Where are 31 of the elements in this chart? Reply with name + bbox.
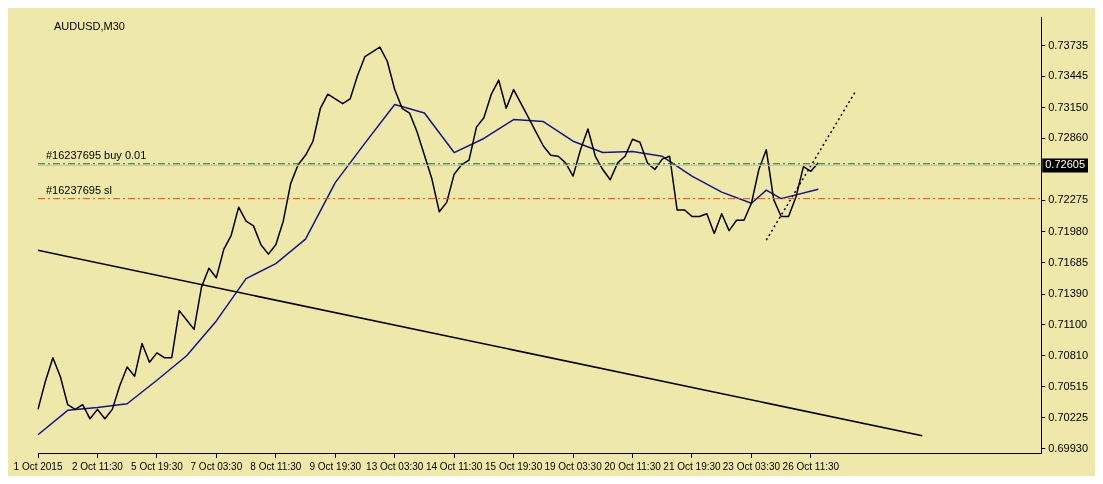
x-tick-label: 20 Oct 11:30 xyxy=(604,460,662,472)
y-tick-label: 0.71100 xyxy=(1048,317,1088,330)
x-tick-label: 7 Oct 03:30 xyxy=(190,460,243,472)
x-tick-label: 23 Oct 03:30 xyxy=(722,460,781,472)
x-tick-label: 26 Oct 11:30 xyxy=(782,460,840,472)
y-tick-label: 0.73150 xyxy=(1048,100,1088,113)
chart-title: AUDUSD,M30 xyxy=(54,20,125,33)
x-tick-label: 1 Oct 2015 xyxy=(13,460,63,472)
y-tick-label: 0.70810 xyxy=(1048,348,1088,361)
y-tick-label: 0.72860 xyxy=(1048,131,1088,144)
y-tick-label: 0.73445 xyxy=(1048,69,1088,82)
y-tick-label: 0.70515 xyxy=(1048,379,1088,392)
x-tick-label: 8 Oct 11:30 xyxy=(250,460,302,472)
y-tick-label: 0.71980 xyxy=(1048,224,1088,237)
ref-line-label: #16237695 buy 0.01 xyxy=(46,149,147,162)
x-tick-label: 2 Oct 11:30 xyxy=(71,460,124,472)
ref-line-label: #16237695 sl xyxy=(46,184,113,197)
ref-line-label: 0.72605 xyxy=(1045,158,1085,171)
x-tick-label: 13 Oct 03:30 xyxy=(366,460,424,472)
x-tick-label: 9 Oct 19:30 xyxy=(309,460,362,472)
y-tick-label: 0.73735 xyxy=(1048,38,1088,51)
y-tick-label: 0.69930 xyxy=(1048,441,1088,454)
x-tick-label: 5 Oct 19:30 xyxy=(131,460,184,472)
y-tick-label: 0.70225 xyxy=(1048,410,1088,423)
y-tick-label: 0.71390 xyxy=(1048,287,1088,300)
x-tick-label: 21 Oct 19:30 xyxy=(663,460,722,472)
y-tick-label: 0.72275 xyxy=(1048,193,1088,206)
x-tick-label: 19 Oct 03:30 xyxy=(544,460,603,472)
x-tick-label: 14 Oct 11:30 xyxy=(425,460,483,472)
y-tick-label: 0.71685 xyxy=(1048,255,1088,268)
x-tick-label: 15 Oct 19:30 xyxy=(484,460,543,472)
